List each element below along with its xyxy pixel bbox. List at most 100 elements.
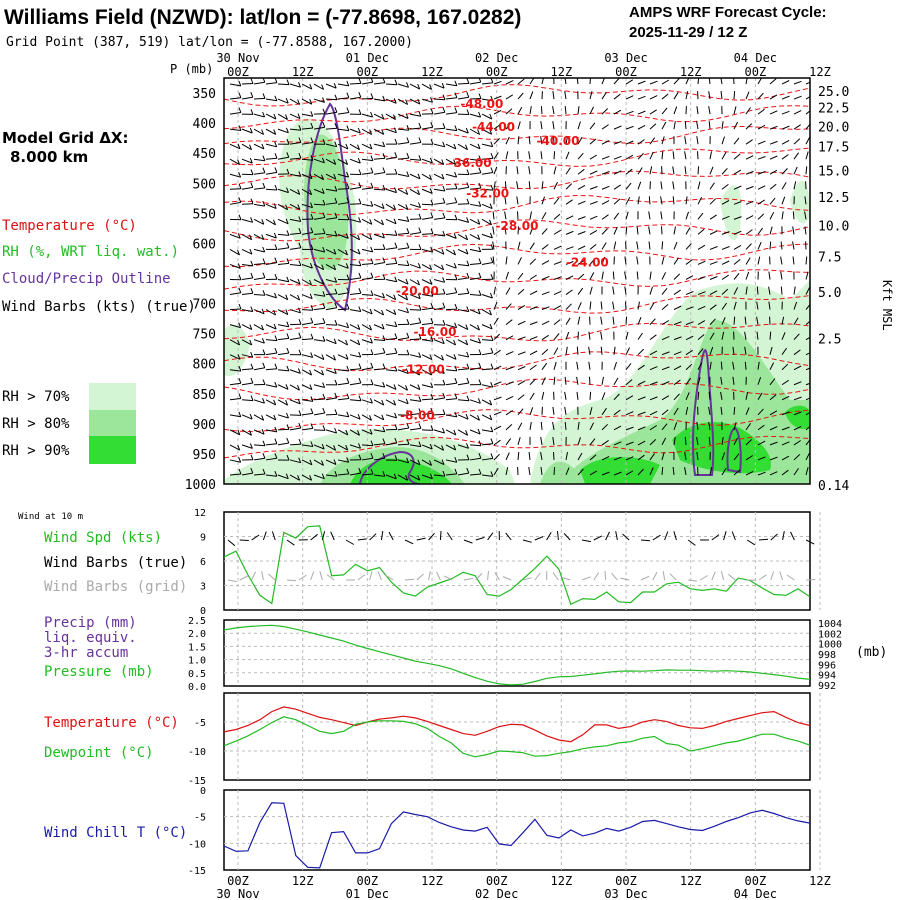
pressure-tick: 850	[193, 388, 216, 403]
grid-wind-barb	[298, 574, 307, 581]
wind-barb-flag	[298, 349, 302, 355]
wind-barb	[481, 262, 493, 265]
wind-barb	[805, 467, 809, 476]
wind-barb	[481, 384, 493, 388]
wind-barb	[577, 421, 580, 430]
wind-barb	[265, 113, 277, 120]
wind-barb-flag	[274, 363, 278, 369]
wind-barb	[492, 226, 495, 235]
wind-barb	[409, 399, 421, 402]
wind-barb-flag	[357, 339, 361, 345]
pressure-ticks: 3504004505005506006507007508008509009501…	[185, 87, 216, 493]
wind-barb-flag	[322, 122, 326, 128]
grid-wind-barb	[758, 574, 767, 581]
wind-barb	[534, 536, 544, 541]
wind-barb	[661, 409, 669, 416]
wind-barb	[637, 110, 646, 115]
wind-barb	[433, 474, 445, 477]
wind-barb	[481, 324, 493, 330]
wind-barb	[721, 274, 729, 280]
wind-barb	[637, 440, 646, 446]
wind-barb	[517, 272, 524, 280]
wind-barb-flag	[442, 94, 446, 100]
wind-barb-flag	[369, 143, 373, 150]
wind-barb	[721, 167, 728, 175]
wind-barb	[349, 354, 361, 358]
wind-barb	[564, 391, 567, 400]
wind-barb-flag	[322, 336, 326, 342]
wind-barb	[553, 361, 557, 370]
wind-barb	[481, 188, 494, 191]
wind-barb	[709, 361, 712, 370]
wind-barb	[612, 301, 615, 310]
wind-barb	[540, 436, 543, 445]
wind-barb-flag	[249, 234, 253, 240]
wind-barb	[553, 245, 562, 250]
wind-barb-flag	[262, 379, 266, 385]
wind-barb-flag	[430, 97, 433, 103]
wind-barb	[301, 83, 313, 90]
wind-barb-flag	[346, 393, 350, 399]
wind-barb	[289, 369, 301, 374]
wind-barb	[325, 143, 337, 148]
wind-barb-flag	[346, 365, 350, 372]
wind-barb	[373, 368, 386, 371]
wind-barb	[493, 301, 498, 310]
wind-barb-flag	[309, 173, 313, 179]
wind-barb	[313, 126, 325, 130]
wind-barb	[265, 203, 277, 209]
wind-barb-flag	[454, 393, 458, 399]
wind-barb	[601, 214, 609, 220]
wind-barb	[757, 377, 762, 385]
wind-barb-flag	[334, 302, 338, 308]
wind-barb	[745, 155, 754, 160]
wind-barb	[615, 531, 618, 541]
wind-barb	[625, 301, 627, 310]
wind-barb	[457, 444, 469, 449]
wind-barb	[409, 279, 420, 286]
wind-barb	[697, 244, 706, 250]
wind-barb	[577, 168, 585, 175]
wind-barb	[469, 429, 481, 435]
wind-barb-flag	[490, 244, 494, 250]
wind-barb-flag	[394, 365, 398, 372]
wind-barb	[469, 248, 481, 253]
wind-barb	[262, 531, 267, 541]
wind-barb	[265, 82, 277, 85]
wind-barb	[481, 172, 493, 175]
wind-barb	[397, 279, 409, 285]
temperature-label: -32.00	[466, 187, 509, 201]
wind-barb	[313, 294, 325, 297]
wind-barb-flag	[357, 144, 360, 150]
wind-barb-flag	[261, 129, 265, 135]
wind-barb-flag	[310, 202, 313, 208]
wind-barb	[529, 392, 535, 401]
wind-barb	[720, 361, 723, 370]
wind-barb	[685, 406, 689, 415]
wind-barb	[757, 108, 765, 115]
wind-barb-flag	[250, 78, 254, 84]
wind-barb	[277, 83, 290, 86]
wind-barb	[313, 264, 324, 271]
wind-barb	[793, 365, 802, 371]
wind-barb-flag	[381, 219, 384, 225]
wind-barb	[373, 98, 385, 102]
wind-barb	[625, 379, 633, 386]
wind-barb	[685, 259, 693, 265]
wind-barb	[649, 318, 656, 325]
wind-barb	[469, 294, 482, 296]
pressure-tick: 400	[193, 117, 216, 132]
y-tick-label: 0.5	[188, 669, 206, 680]
wind-barb	[397, 173, 409, 177]
wind-barb-flag	[442, 470, 446, 477]
wind-barb	[732, 361, 735, 370]
wind-barb	[546, 532, 552, 541]
wind-barb	[325, 248, 337, 255]
wind-barb-flag	[273, 309, 277, 316]
wind-barb	[600, 301, 603, 310]
wind-barb	[445, 202, 457, 205]
wind-barb-flag	[249, 127, 253, 134]
wind-barb	[792, 241, 795, 250]
xsec-ylabel-right: Kft MSL	[880, 280, 894, 331]
